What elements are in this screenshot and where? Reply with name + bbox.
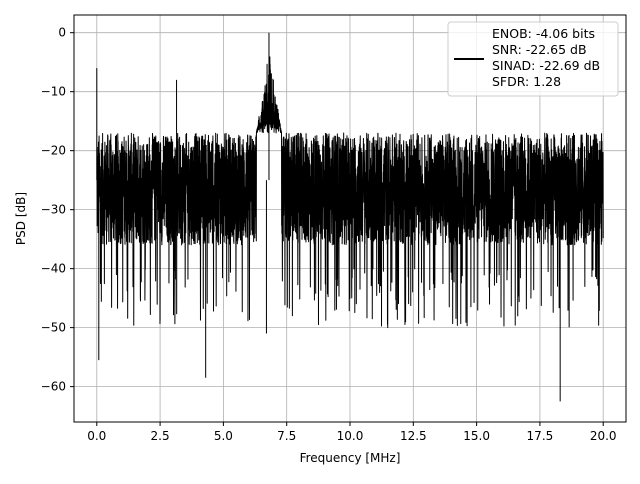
legend-box — [447, 21, 619, 97]
y-axis-ticks: 0 −10 −20 −30 −40 −50 −60 — [41, 26, 74, 394]
legend-entry-sfdr: SFDR: 1.28 — [492, 74, 561, 89]
x-tick-label: 12.5 — [400, 429, 427, 443]
y-tick-label: −30 — [41, 203, 66, 217]
legend-entry-sinad: SINAD: -22.69 dB — [492, 58, 600, 73]
x-tick-label: 5.0 — [214, 429, 233, 443]
x-axis-label: Frequency [MHz] — [300, 451, 401, 465]
y-axis-label: PSD [dB] — [14, 192, 28, 245]
x-tick-label: 20.0 — [590, 429, 617, 443]
x-axis-ticks: 0.0 2.5 5.0 7.5 10.0 12.5 15.0 17.5 20.0 — [87, 422, 617, 443]
x-tick-label: 2.5 — [151, 429, 170, 443]
y-tick-label: −60 — [41, 380, 66, 394]
x-tick-label: 0.0 — [87, 429, 106, 443]
y-tick-label: −40 — [41, 262, 66, 276]
y-tick-label: −20 — [41, 144, 66, 158]
x-tick-label: 15.0 — [463, 429, 490, 443]
x-tick-label: 10.0 — [337, 429, 364, 443]
psd-series-line — [96, 32, 604, 402]
legend-entry-snr: SNR: -22.65 dB — [492, 42, 587, 57]
legend-entry-enob: ENOB: -4.06 bits — [492, 26, 595, 41]
y-tick-label: −10 — [41, 85, 66, 99]
legend: ENOB: -4.06 bits SNR: -22.65 dB SINAD: -… — [447, 21, 619, 97]
y-tick-label: −50 — [41, 321, 66, 335]
x-tick-label: 7.5 — [277, 429, 296, 443]
y-tick-label: 0 — [58, 26, 66, 40]
x-tick-label: 17.5 — [527, 429, 554, 443]
